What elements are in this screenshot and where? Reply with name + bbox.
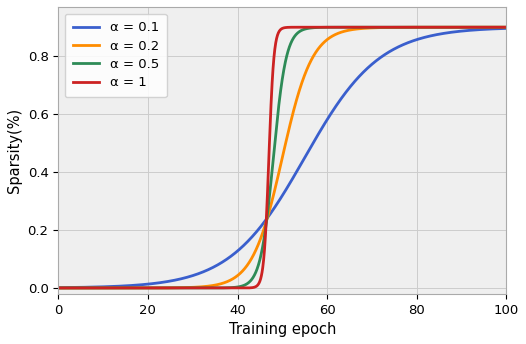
X-axis label: Training epoch: Training epoch	[229, 322, 336, 337]
α = 0.5	[408, 25, 414, 29]
α = 1	[357, 25, 363, 29]
α = 1	[503, 25, 510, 29]
α = 0.1	[490, 27, 497, 31]
α = 0.5	[78, 286, 84, 290]
α = 0.2	[490, 25, 497, 29]
Line: α = 1: α = 1	[58, 27, 507, 288]
α = 0.2	[261, 226, 267, 230]
α = 1	[273, 39, 279, 43]
Legend: α = 0.1, α = 0.2, α = 0.5, α = 1: α = 0.1, α = 0.2, α = 0.5, α = 1	[65, 13, 167, 97]
α = 0.2	[408, 25, 414, 29]
α = 0.2	[490, 25, 497, 29]
α = 0.1	[273, 203, 279, 207]
α = 1	[490, 25, 497, 29]
α = 0.2	[503, 25, 510, 29]
Y-axis label: Sparsity(%): Sparsity(%)	[7, 108, 22, 193]
α = 0.5	[490, 25, 497, 29]
α = 0.1	[55, 286, 62, 290]
α = 0.1	[408, 40, 414, 44]
α = 0.2	[78, 286, 84, 290]
α = 0.1	[503, 26, 510, 31]
α = 1	[490, 25, 497, 29]
α = 0.5	[490, 25, 497, 29]
α = 0.1	[490, 27, 497, 31]
Line: α = 0.5: α = 0.5	[58, 27, 507, 288]
α = 0.1	[78, 285, 84, 289]
α = 0.5	[503, 25, 510, 29]
α = 1	[55, 286, 62, 290]
α = 0.2	[273, 182, 279, 186]
α = 0.2	[55, 286, 62, 290]
Line: α = 0.2: α = 0.2	[58, 27, 507, 288]
α = 0.5	[261, 235, 267, 239]
α = 0.5	[499, 25, 505, 29]
α = 0.1	[261, 220, 267, 224]
Line: α = 0.1: α = 0.1	[58, 29, 507, 288]
α = 1	[408, 25, 414, 29]
α = 1	[261, 250, 267, 255]
α = 0.5	[55, 286, 62, 290]
α = 1	[78, 286, 84, 290]
α = 0.5	[273, 128, 279, 132]
